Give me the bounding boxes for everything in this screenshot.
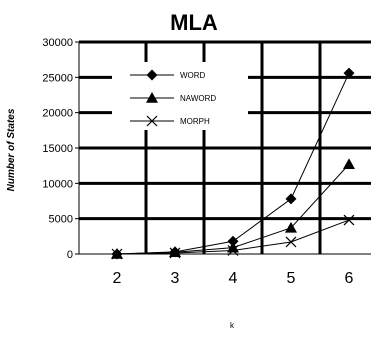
y-tick-label: 5000 [49,214,73,226]
data-point-naword [169,246,181,258]
legend-label: NAWORD [180,94,216,103]
data-point-morph [285,236,297,248]
y-tick-label: 25000 [42,72,73,84]
legend-marker-morph [146,115,158,127]
x-tick-label: 3 [171,270,180,287]
data-point-word [285,193,297,205]
data-point-morph [111,248,123,260]
y-tick-label: 15000 [42,143,73,155]
x-tick-label: 5 [287,270,296,287]
legend-item-word: WORD [130,69,206,81]
series-naword [111,158,355,259]
y-axis-label: Number of States [6,108,17,191]
data-point-word [227,235,239,247]
data-point-naword [285,221,297,233]
y-tick-label: 20000 [42,108,73,120]
legend-box [112,62,248,130]
legend: WORD NAWORD MORPH [112,62,248,130]
data-point-morph [343,214,355,226]
chart-title: MLA [170,10,218,35]
y-tick-label: 10000 [42,178,73,190]
data-point-morph [169,247,181,259]
series-morph [111,214,355,260]
legend-item-morph: MORPH [130,115,210,127]
data-point-word [343,67,355,79]
x-tick-label: 4 [229,270,238,287]
series-layer [111,67,355,260]
legend-marker-naword [146,92,158,103]
legend-label: WORD [180,71,206,80]
data-point-naword [343,158,355,170]
y-tick-label: 30000 [42,37,73,49]
data-point-morph [227,245,239,256]
legend-label: MORPH [180,117,210,126]
legend-item-naword: NAWORD [130,92,216,103]
x-axis-label: k [230,321,235,330]
y-tick-label: 0 [67,249,73,261]
legend-marker-word [146,69,158,81]
x-tick-label: 6 [345,270,354,287]
x-tick-label: 2 [113,270,122,287]
